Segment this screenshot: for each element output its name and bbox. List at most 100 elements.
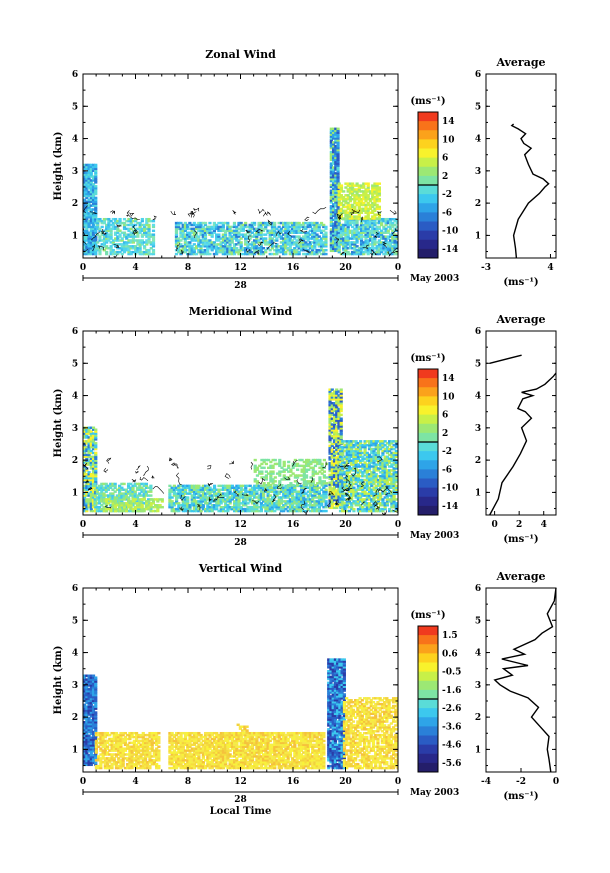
colorbar-tick-label: -2 <box>442 190 452 200</box>
y-tick-label: 3 <box>72 681 78 691</box>
colorbar-swatch <box>418 496 438 507</box>
y-tick-label: 3 <box>72 167 78 177</box>
heatmap-field <box>83 658 398 770</box>
colorbar-swatch <box>418 680 438 691</box>
profile-x-tick-label: 4 <box>541 520 547 530</box>
colorbar-tick-label: 14 <box>442 117 455 127</box>
colorbar-tick-label: -10 <box>442 227 458 237</box>
profile-y-tick-label: 1 <box>475 231 481 241</box>
x-tick-label: 12 <box>234 520 247 530</box>
colorbar-swatch <box>418 469 438 479</box>
colorbar-tick-label: 2 <box>442 172 448 182</box>
profile-y-tick-label: 2 <box>475 199 481 209</box>
colorbar-tick-label: -6 <box>442 208 452 218</box>
x-tick-label: 4 <box>132 520 138 530</box>
panel-title: Meridional Wind <box>189 305 293 318</box>
profile-x-tick-label: -3 <box>481 263 491 273</box>
x-tick-label: 16 <box>287 777 300 787</box>
colorbar-swatch <box>418 130 438 140</box>
colorbar-swatch <box>418 185 438 195</box>
profile-y-tick-label: 2 <box>475 713 481 723</box>
x-tick-label: 8 <box>185 520 191 530</box>
colorbar-tick-label: -14 <box>442 502 458 512</box>
x-tick-label: 12 <box>234 263 247 273</box>
contour-lines <box>83 205 398 258</box>
colorbar-label: (ms⁻¹) <box>410 610 445 621</box>
x-tick-label: 0 <box>395 263 401 273</box>
y-axis-label: Height (km) <box>53 132 64 201</box>
y-tick-label: 4 <box>72 135 78 145</box>
colorbar-swatch <box>418 139 438 149</box>
x-tick-label: 0 <box>395 520 401 530</box>
colorbar-swatch <box>418 753 438 764</box>
colorbar-swatch <box>418 387 438 397</box>
profile-y-tick-label: 5 <box>475 102 481 112</box>
field-evening-layer <box>342 697 398 770</box>
colorbar-swatch <box>418 451 438 461</box>
y-tick-label: 2 <box>72 456 78 466</box>
profile-y-tick-label: 6 <box>475 327 481 337</box>
colorbar-tick-label: 2 <box>442 429 448 439</box>
colorbar-swatch <box>418 744 438 755</box>
profile-x-tick-label: 0 <box>553 777 559 787</box>
profile-y-tick-label: 2 <box>475 456 481 466</box>
profile-y-tick-label: 3 <box>475 681 481 691</box>
colorbar-swatch <box>418 708 438 718</box>
colorbar-tick-label: -3.6 <box>442 722 461 732</box>
field-day-layer <box>174 221 328 256</box>
profile-y-tick-label: 6 <box>475 70 481 80</box>
colorbar-tick-label: -1.6 <box>442 686 461 696</box>
colorbar-swatch <box>418 717 438 727</box>
x-tick-label: 4 <box>132 263 138 273</box>
x-tick-label: 20 <box>339 263 352 273</box>
colorbar-tick-label: -2 <box>442 447 452 457</box>
colorbar-tick-label: -5.6 <box>442 759 461 769</box>
profile-x-label: (ms⁻¹) <box>503 791 538 802</box>
field-evening-layer <box>338 440 398 513</box>
y-tick-label: 2 <box>72 199 78 209</box>
x-tick-label: 16 <box>287 263 300 273</box>
profile-y-tick-label: 4 <box>475 649 481 659</box>
colorbar-swatch <box>418 423 438 434</box>
heatmap-field <box>83 127 398 258</box>
colorbar-swatch <box>418 166 438 177</box>
field-day-layer <box>168 484 328 513</box>
profile-line <box>510 123 550 259</box>
profile-x-tick-label: 4 <box>547 263 553 273</box>
colorbar-swatch <box>418 442 438 452</box>
colorbar-tick-label: 6 <box>442 411 448 421</box>
colorbar-swatch <box>418 157 438 168</box>
profile-x-label: (ms⁻¹) <box>503 534 538 545</box>
field-morning-low <box>102 498 164 513</box>
profile-x-label: (ms⁻¹) <box>503 277 538 288</box>
x-tick-label: 20 <box>339 520 352 530</box>
x-tick-label: 0 <box>80 263 86 273</box>
colorbar-swatch <box>418 112 438 122</box>
colorbar-swatch <box>418 369 438 379</box>
profile-x-tick-label: 0 <box>491 520 497 530</box>
month-label: May 2003 <box>410 531 459 541</box>
y-axis-label: Height (km) <box>53 646 64 715</box>
field-evening-column <box>327 658 346 770</box>
profile-x-tick-label: 2 <box>516 520 522 530</box>
field-morning-column <box>83 163 98 256</box>
colorbar-swatch <box>418 487 438 498</box>
colorbar-swatch <box>418 378 438 388</box>
x-tick-label: 0 <box>80 520 86 530</box>
profile-y-tick-label: 1 <box>475 745 481 755</box>
x-tick-label: 16 <box>287 520 300 530</box>
colorbar-swatch <box>418 505 438 516</box>
profile-frame <box>485 330 557 516</box>
colorbar-label: (ms⁻¹) <box>410 353 445 364</box>
colorbar-tick-label: -10 <box>442 484 458 494</box>
y-tick-label: 5 <box>72 359 78 369</box>
colorbar-swatch <box>418 460 438 470</box>
colorbar-swatch <box>418 405 438 416</box>
colorbar-swatch <box>418 671 438 682</box>
x-tick-label: 20 <box>339 777 352 787</box>
contour-lines <box>83 456 398 515</box>
colorbar-swatch <box>418 653 438 663</box>
x-tick-label: 12 <box>234 777 247 787</box>
